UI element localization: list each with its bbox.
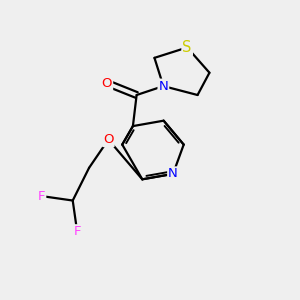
Text: F: F — [74, 225, 81, 238]
Text: O: O — [103, 133, 114, 146]
Text: F: F — [38, 190, 45, 202]
Text: S: S — [182, 40, 192, 55]
Text: N: N — [168, 167, 178, 180]
Text: O: O — [102, 76, 112, 90]
Text: N: N — [158, 80, 168, 93]
